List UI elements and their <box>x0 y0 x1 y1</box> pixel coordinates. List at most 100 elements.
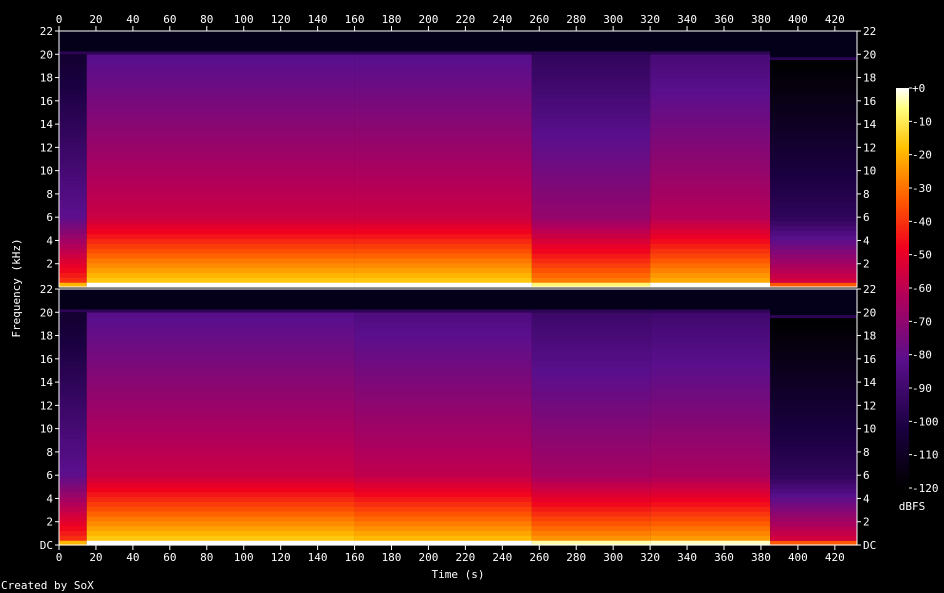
spectrogram-band <box>650 160 771 167</box>
channel-1-segment <box>531 31 651 288</box>
spectrogram-band <box>650 93 771 99</box>
spectrogram-band <box>59 160 87 167</box>
spectrogram-band <box>650 360 771 367</box>
spectrogram-band <box>354 414 532 420</box>
spectrogram-band <box>354 262 532 269</box>
spectrogram-band <box>531 88 651 94</box>
spectrogram-band <box>531 185 651 191</box>
spectrogram-band <box>354 257 532 264</box>
above-cutoff-region <box>770 289 857 316</box>
spectrogram-band <box>354 389 532 396</box>
spectrogram-band <box>770 253 857 260</box>
x-tick-label-top: 80 <box>200 13 213 26</box>
spectrogram-band <box>354 190 532 196</box>
spectrogram-band <box>86 486 355 493</box>
spectrogram-band <box>86 78 355 84</box>
spectrogram-band <box>86 452 355 459</box>
spectrogram-band <box>59 156 87 162</box>
spectrogram-band <box>354 511 532 517</box>
spectrogram-band <box>531 506 651 512</box>
spectrogram-band <box>354 243 532 249</box>
spectrogram-band <box>770 116 857 123</box>
spectrogram-band <box>531 404 651 410</box>
spectrogram-band <box>531 223 651 230</box>
spectrogram-band <box>531 233 651 240</box>
spectrogram-band <box>59 97 87 104</box>
spectrogram-band <box>86 233 355 240</box>
spectrogram-band <box>770 192 857 198</box>
above-cutoff-region <box>650 289 771 310</box>
y-tick-label: 18 <box>40 72 53 85</box>
spectrogram-band <box>354 267 532 274</box>
spectrogram-band <box>86 428 355 435</box>
y-tick-label-right: 14 <box>863 376 877 389</box>
spectrogram-band <box>531 219 651 225</box>
y-tick-label: 8 <box>46 188 53 201</box>
spectrogram-band <box>650 448 771 454</box>
spectrogram-band <box>650 59 771 65</box>
spectrogram-band <box>770 272 857 279</box>
spectrogram-band <box>650 540 771 546</box>
spectrogram-band <box>354 68 532 75</box>
spectrogram-band <box>86 141 355 147</box>
cutoff-edge <box>354 51 532 55</box>
spectrogram-band <box>354 496 532 502</box>
spectrogram-band <box>770 327 857 333</box>
spectrogram-band <box>354 457 532 464</box>
spectrogram-band <box>59 131 87 138</box>
spectrogram-band <box>59 136 87 143</box>
spectrogram-band <box>770 183 857 189</box>
cutoff-edge <box>59 51 87 55</box>
x-tick-label-top: 180 <box>382 13 402 26</box>
spectrogram-band <box>354 472 532 478</box>
spectrogram-band <box>354 540 532 546</box>
x-tick-label: 180 <box>382 551 402 564</box>
spectrogram-band <box>650 399 771 405</box>
spectrogram-band <box>59 418 87 425</box>
spectrogram-band <box>59 223 87 230</box>
cutoff-edge <box>531 51 651 55</box>
y-tick-label-right: 8 <box>863 446 870 459</box>
x-tick-label: 60 <box>163 551 176 564</box>
spectrogram-band <box>59 73 87 80</box>
spectrogram-band <box>86 112 355 118</box>
credit-text: Created by SoX <box>1 579 94 592</box>
spectrogram-band <box>770 64 857 71</box>
spectrogram-band <box>354 448 532 454</box>
spectrogram-band <box>770 374 857 381</box>
spectrogram-band <box>354 525 532 532</box>
spectrogram-band <box>650 423 771 430</box>
spectrogram-band <box>650 486 771 493</box>
y-tick-label: 2 <box>46 516 53 529</box>
y-tick-label: 4 <box>46 492 53 505</box>
spectrogram-band <box>354 170 532 177</box>
spectrogram-band <box>86 385 355 391</box>
spectrogram-band <box>531 467 651 473</box>
spectrogram-band <box>59 63 87 70</box>
spectrogram-band <box>531 535 651 541</box>
x-tick-label: 220 <box>455 551 475 564</box>
spectrogram-band <box>86 59 355 65</box>
spectrogram-band <box>770 220 857 227</box>
cutoff-edge <box>650 309 771 313</box>
spectrogram-band <box>650 190 771 196</box>
spectrogram-band <box>531 351 651 357</box>
spectrogram-band <box>86 525 355 532</box>
spectrogram-band <box>354 380 532 386</box>
spectrogram-band <box>354 107 532 114</box>
spectrogram-band <box>650 491 771 498</box>
colorbar-tick-label: -30 <box>912 182 932 195</box>
spectrogram-band <box>650 243 771 249</box>
spectrogram-band <box>354 277 532 283</box>
spectrogram-band <box>650 452 771 459</box>
spectrogram-band <box>59 414 87 420</box>
spectrogram-band <box>354 399 532 405</box>
spectrogram-band <box>59 448 87 454</box>
spectrogram-band <box>86 136 355 143</box>
spectrogram-band <box>650 277 771 283</box>
spectrogram-band <box>59 346 87 352</box>
spectrogram-band <box>650 267 771 274</box>
spectrogram-band <box>650 83 771 89</box>
spectrogram-band <box>59 370 87 376</box>
